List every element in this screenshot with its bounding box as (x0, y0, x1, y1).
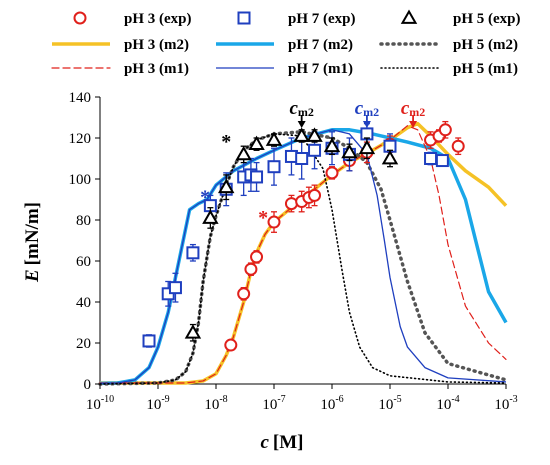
legend-item-ph-5-m2: pH 5 (m2) (379, 37, 518, 53)
data-points (142, 120, 465, 352)
data-point (306, 127, 323, 142)
data-point (358, 139, 376, 155)
data-point (237, 287, 251, 301)
cm2-arrow-head (297, 121, 306, 128)
series-points-ph-7-exp (142, 123, 449, 348)
x-tick-label: 10-6 (320, 394, 343, 413)
legend-label: pH 3 (m2) (124, 37, 189, 53)
legend-label: pH 3 (exp) (124, 11, 192, 27)
legend-label: pH 5 (exp) (453, 11, 521, 27)
data-point (438, 123, 452, 137)
data-point (435, 154, 449, 168)
data-point (381, 149, 399, 165)
data-point (341, 143, 358, 159)
annotations: cm2 cm2 cm2*** (200, 98, 425, 229)
data-point (202, 209, 219, 224)
series-points-ph-3-exp (224, 120, 465, 352)
data-point (265, 131, 283, 146)
x-tick-label: 10-7 (262, 394, 285, 413)
data-point (424, 152, 438, 165)
legend-item-ph-3-exp: pH 3 (exp) (73, 11, 192, 27)
y-tick-label: 60 (76, 254, 91, 270)
legend-item-ph-5-m1: pH 5 (m1) (380, 61, 518, 77)
data-point (323, 137, 341, 153)
legend: pH 3 (exp) pH 7 (exp) pH 5 (exp) pH 3 (m2) p… (51, 9, 521, 77)
x-axis-unit: [M] (273, 432, 304, 453)
x-tick-label: 10-10 (86, 394, 114, 413)
cm2-arrow-head (362, 121, 371, 128)
legend-item-ph-5-exp: pH 5 (exp) (400, 9, 521, 27)
x-tick-label: 10-3 (494, 394, 517, 413)
y-axis-var: E (22, 269, 43, 283)
y-axis-unit: [mN/m] (22, 202, 43, 265)
legend-symbol (400, 9, 418, 24)
x-tick-label: 10-4 (436, 394, 459, 413)
axis-ticks: 0 20 40 60 80 100 120 140 10-10 10-9 10-8 10-7 10-6 1… (69, 90, 518, 413)
data-point (168, 281, 182, 295)
legend-label: pH 5 (m1) (453, 61, 518, 77)
data-point (244, 262, 258, 276)
x-axis-var: c (260, 432, 269, 453)
y-tick-label: 100 (69, 172, 92, 188)
data-point (184, 324, 202, 339)
star-marker: * (221, 131, 231, 153)
data-point (142, 334, 156, 348)
data-point (267, 215, 281, 229)
x-tick-label: 10-9 (146, 394, 169, 413)
series-line-ph-5-m2 (98, 130, 508, 386)
data-point (250, 170, 264, 184)
data-point (250, 250, 264, 264)
y-tick-label: 80 (76, 213, 91, 229)
y-tick-label: 40 (76, 295, 91, 311)
legend-label: pH 7 (exp) (288, 11, 356, 27)
legend-label: pH 5 (m2) (453, 37, 518, 53)
star-marker: * (200, 186, 210, 208)
series-line-ph-7-m1 (99, 129, 507, 385)
data-point (308, 143, 322, 157)
cm2-arrow-head (409, 121, 418, 128)
data-point (308, 188, 322, 202)
data-point (217, 178, 235, 194)
y-tick-label: 120 (69, 131, 92, 147)
data-point (325, 166, 339, 180)
y-axis-title: E [mN/m] (22, 202, 43, 283)
y-tick-label: 140 (69, 90, 92, 106)
data-point (186, 246, 200, 260)
data-point (224, 338, 238, 352)
star-marker: * (258, 207, 268, 229)
data-point (267, 160, 281, 174)
x-tick-label: 10-8 (204, 394, 227, 413)
x-tick-label: 10-5 (378, 394, 401, 413)
data-point (248, 135, 265, 151)
x-axis-title: c [M] (260, 432, 303, 453)
legend-symbol (73, 11, 87, 25)
legend-item-ph-3-m1: pH 3 (m1) (51, 61, 189, 77)
data-point (235, 145, 252, 161)
y-tick-label: 0 (84, 377, 92, 393)
data-point (284, 197, 298, 211)
legend-symbol (237, 11, 251, 25)
legend-item-ph-7-m1: pH 7 (m1) (216, 61, 353, 77)
series-line-ph-5-m1 (99, 133, 507, 385)
series-line-ph-7-m2 (99, 128, 508, 386)
data-point (295, 152, 309, 165)
y-tick-label: 20 (76, 336, 91, 352)
legend-item-ph-3-m2: pH 3 (m2) (52, 37, 189, 53)
legend-label: pH 7 (m2) (288, 37, 353, 53)
legend-item-ph-7-exp: pH 7 (exp) (237, 11, 356, 27)
data-point (293, 127, 310, 142)
legend-item-ph-7-m2: pH 7 (m2) (216, 37, 353, 53)
legend-label: pH 3 (m1) (124, 61, 189, 77)
legend-label: pH 7 (m1) (288, 61, 353, 77)
series-points-ph-5-exp (184, 127, 399, 342)
data-point (451, 139, 465, 153)
